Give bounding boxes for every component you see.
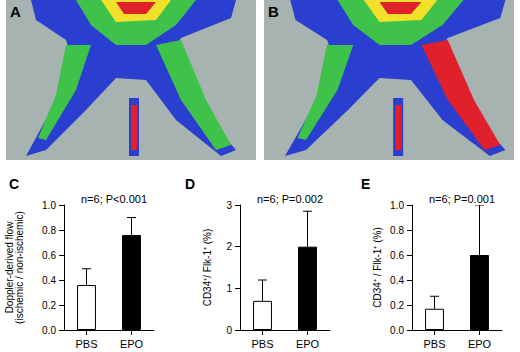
svg-text:1.0: 1.0 — [390, 200, 404, 211]
svg-text:EPO: EPO — [468, 338, 492, 350]
svg-text:0.2: 0.2 — [42, 300, 56, 311]
svg-text:n=6; P=0.001: n=6; P=0.001 — [429, 193, 495, 205]
svg-text:0.6: 0.6 — [390, 250, 404, 261]
svg-text:n=6; P=0.002: n=6; P=0.002 — [257, 193, 323, 205]
svg-text:E: E — [361, 176, 370, 192]
svg-text:PBS: PBS — [75, 338, 97, 350]
svg-text:PBS: PBS — [423, 338, 445, 350]
svg-text:0.8: 0.8 — [42, 225, 56, 236]
svg-text:0.2: 0.2 — [390, 300, 404, 311]
svg-text:CD34⁺/ Flk-1⁺ (%): CD34⁺/ Flk-1⁺ (%) — [202, 229, 213, 307]
svg-text:EPO: EPO — [120, 338, 144, 350]
svg-text:PBS: PBS — [251, 338, 273, 350]
svg-text:Doppler-derived flow: Doppler-derived flow — [3, 221, 15, 314]
svg-text:0: 0 — [226, 325, 232, 336]
svg-text:3: 3 — [226, 200, 232, 211]
svg-text:0.4: 0.4 — [390, 275, 404, 286]
svg-text:CD34⁺ / Flk-1⁺ (%): CD34⁺ / Flk-1⁺ (%) — [372, 227, 383, 307]
svg-text:EPO: EPO — [296, 338, 320, 350]
svg-text:0.0: 0.0 — [42, 325, 56, 336]
svg-text:1.0: 1.0 — [42, 200, 56, 211]
svg-text:C: C — [9, 176, 19, 192]
svg-text:0.8: 0.8 — [390, 225, 404, 236]
svg-text:2: 2 — [226, 241, 232, 252]
svg-text:B: B — [268, 3, 279, 20]
svg-text:n=6; P<0.001: n=6; P<0.001 — [81, 193, 147, 205]
svg-text:0.4: 0.4 — [42, 275, 56, 286]
svg-text:1: 1 — [226, 283, 232, 294]
svg-text:(ischemic / non-ischemic): (ischemic / non-ischemic) — [14, 211, 25, 324]
svg-text:A: A — [10, 3, 21, 20]
svg-text:0.0: 0.0 — [390, 325, 404, 336]
svg-text:D: D — [185, 176, 195, 192]
svg-text:0.6: 0.6 — [42, 250, 56, 261]
